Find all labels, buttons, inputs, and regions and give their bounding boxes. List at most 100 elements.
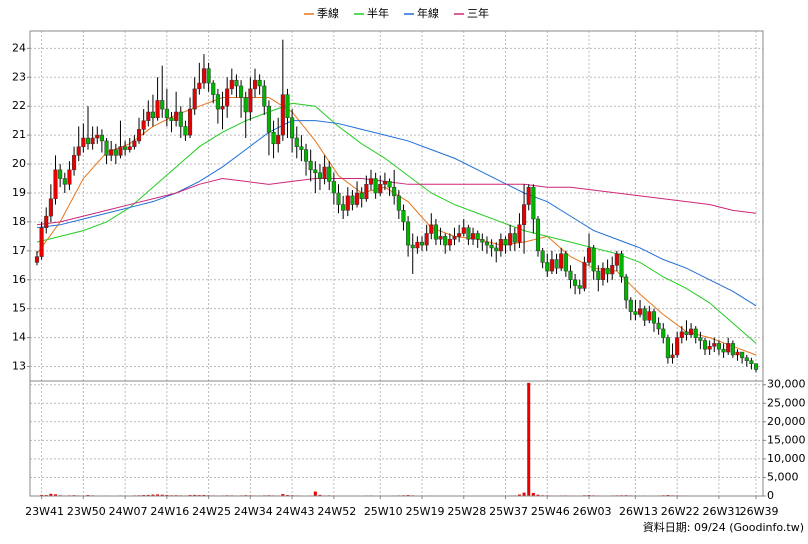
candle-body [392,186,397,197]
candle-body [707,346,712,350]
candle-body [554,259,559,269]
ma-line [36,97,757,356]
candle-body [573,279,578,286]
y-tick-label: 20 [12,157,26,170]
y-tick-label: 21 [12,128,26,141]
candle-body [359,192,364,200]
candle-body [466,227,471,240]
candle-body [239,85,244,98]
candle-body [698,337,703,341]
candle-body [600,267,605,281]
candle-body [665,337,670,359]
candle-body [76,146,81,156]
candle-body [675,337,680,356]
candle-body [155,100,160,119]
candle-body [447,239,452,246]
candle-body [563,253,568,272]
candle-body [99,134,104,142]
candle-body [540,250,545,263]
y-tick-label: 14 [12,331,26,344]
candle-body [127,146,132,150]
volume-bar [517,494,521,496]
candle-body [215,94,220,110]
candle-body [299,146,304,150]
volume-bar [40,494,44,496]
candle-body [702,340,708,350]
x-tick-label: 26W13 [619,505,658,518]
volume-panel-frame [29,380,764,497]
candle-body [526,186,531,205]
candle-body [670,354,675,359]
candle-body [489,244,494,249]
candle-body [470,233,476,240]
x-tick-label: 24W34 [234,505,273,518]
candle-body [433,224,438,240]
candle-body [44,215,49,228]
candles [34,39,759,373]
x-tick-label: 26W22 [661,505,700,518]
candle-body [234,79,239,87]
volume-bar [522,492,526,496]
candle-body [211,82,216,95]
candle-body [248,88,253,113]
x-tick-label: 24W52 [317,505,356,518]
volume-bar [193,494,197,496]
candle-body [160,100,165,110]
candle-body [308,160,313,171]
volume-bar [318,494,322,496]
candle-body [693,328,698,338]
candle-body [136,129,142,142]
candle-body [220,105,225,110]
candle-body [522,204,527,226]
x-tick-label: 25W46 [531,505,570,518]
candle-body [382,181,387,185]
candle-body [429,224,434,234]
candle-body [327,166,332,182]
candle-body [582,262,587,289]
candle-body [146,111,151,121]
y-tick-label: 16 [12,273,26,286]
candle-body [512,233,517,243]
candle-body [545,262,550,272]
candle-body [457,233,462,237]
moving-averages [36,97,757,356]
candle-body [364,184,369,200]
candle-body [62,178,67,185]
candle-body [619,253,624,278]
candle-body [484,241,490,246]
candle-body [721,348,726,353]
candle-body [294,137,299,147]
candle-body [498,239,503,252]
candle-body [72,155,77,171]
candle-body [740,351,745,359]
candle-body [150,111,155,119]
candle-body [647,311,652,321]
candle-body [285,94,290,119]
ma-line [36,178,757,226]
candle-body [355,192,360,205]
candle-body [730,343,735,356]
candle-body [633,311,638,315]
x-tick-label: 25W19 [406,505,445,518]
candle-body [549,259,554,272]
y2-tick-label: 15,000 [767,433,806,446]
candle-body [141,120,146,130]
candle-body [229,79,234,90]
candle-body [438,236,443,240]
candle-body [85,137,91,145]
volume-bar [49,493,53,496]
legend-label: 年線 [417,6,439,20]
candle-body [104,140,109,156]
candle-body [596,270,601,281]
candle-body [345,195,350,211]
candle-body [517,224,522,243]
candle-body [610,265,615,275]
volume-bar [531,493,535,496]
candle-body [34,256,40,263]
candle-body [313,169,318,173]
x-tick-label: 25W37 [489,505,528,518]
axes: 13 14 15 16 17 18 19 20 21 22 23 24 0 5,000 10,000 15,0… [12,30,806,518]
y-tick-label: 18 [12,215,26,228]
y-tick-label: 13 [12,360,26,373]
